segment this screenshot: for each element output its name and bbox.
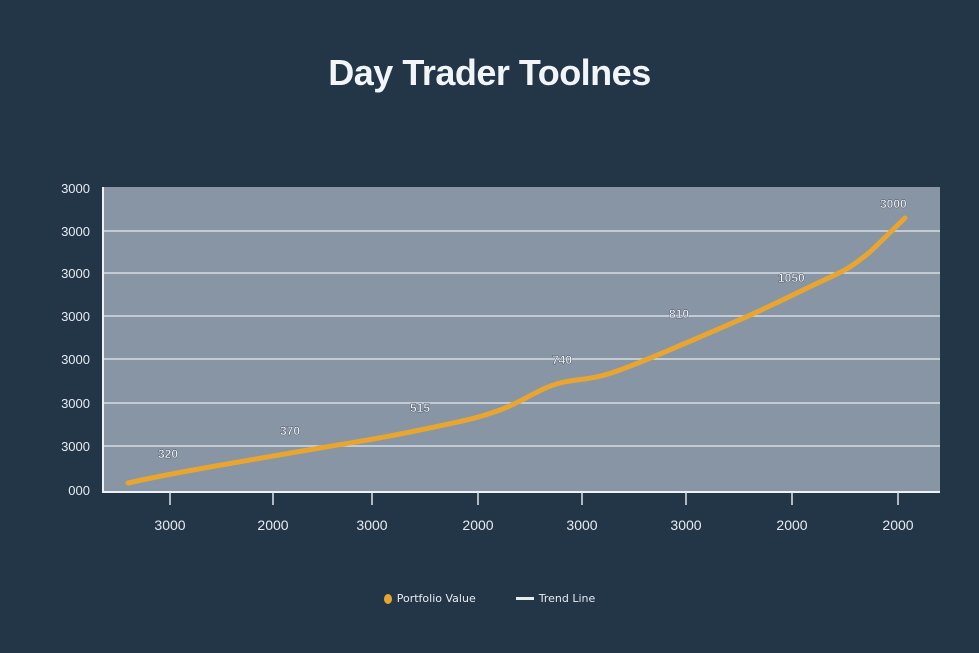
y-tick-label: 3000 [61,266,90,281]
y-tick-label: 000 [68,483,90,498]
data-label: 320 [158,447,178,461]
data-label: 515 [410,401,430,415]
x-tick-label: 3000 [566,517,598,533]
gridlines [103,230,940,447]
plot-area [103,187,940,492]
data-label: 810 [669,307,689,321]
y-tick-label: 3000 [61,396,90,411]
y-tick-label: 3000 [61,309,90,324]
x-tick-label: 3000 [356,517,388,533]
y-tick-label: 3000 [61,439,90,454]
legend-item[interactable]: Trend Line [515,592,596,605]
data-label: 370 [280,424,300,438]
x-ticks [169,492,899,505]
chart-title: Day Trader Toolnes [328,52,651,93]
x-tick-label: 3000 [154,517,186,533]
data-label: 740 [552,353,572,367]
data-labels: 320 370 515 740 810 1050 3000 [158,197,907,461]
axes [102,187,940,493]
x-tick-label: 2000 [882,517,914,533]
y-tick-label: 3000 [61,224,90,239]
data-label: 3000 [880,197,907,211]
x-tick-label: 2000 [462,517,494,533]
x-tick-label: 2000 [257,517,289,533]
legend-item[interactable]: Portfolio Value [383,592,476,605]
circle-marker-icon [383,593,392,604]
legend-label: Portfolio Value [396,592,476,605]
x-tick-label: 3000 [670,517,702,533]
legend-label: Trend Line [538,592,596,605]
y-tick-label: 3000 [61,352,90,367]
legend: Portfolio Value Trend Line [0,592,979,605]
x-tick-label: 2000 [776,517,808,533]
data-line [125,215,908,486]
y-tick-label: 3000 [61,181,90,196]
data-label: 1050 [778,271,805,285]
line-marker-icon [515,597,534,600]
